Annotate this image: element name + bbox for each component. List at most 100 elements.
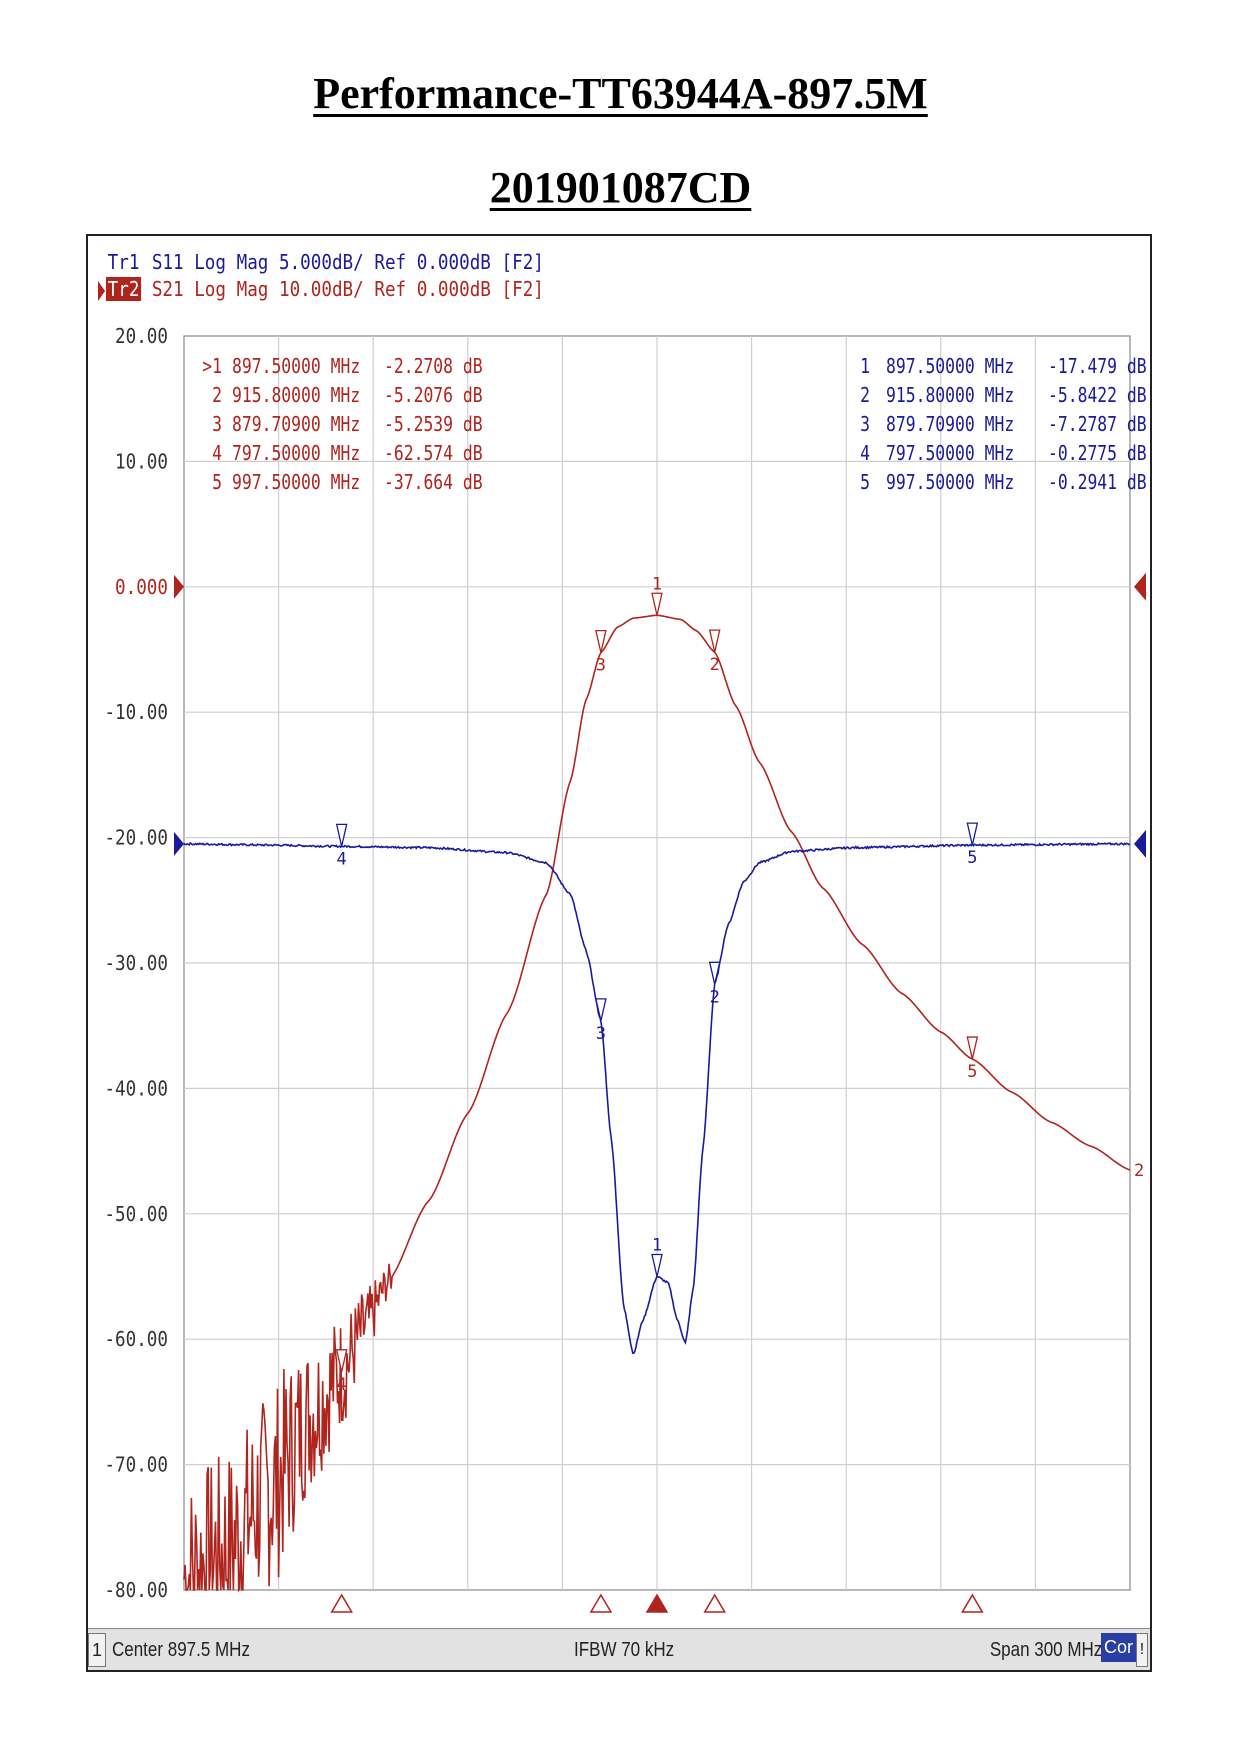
y-tick-label: -10.00 — [104, 702, 168, 724]
marker-cell: -0.2941 dB — [1048, 472, 1147, 495]
marker-s21-5 — [966, 1036, 979, 1060]
marker-row-s11-2: 2 915.80000 MHz -5.8422 dB — [860, 385, 1146, 408]
marker-cell: 4 — [860, 443, 870, 466]
marker-s11-1 — [651, 1253, 663, 1277]
trace2-setting: S21 Log Mag 10.00dB/ Ref 0.000dB [F2] — [151, 277, 544, 301]
marker-cell: 797.50000 MHz — [886, 443, 1014, 466]
marker-cell: 2 — [212, 385, 222, 408]
marker-s11-3 — [595, 998, 607, 1021]
marker-cell: 915.80000 MHz — [886, 385, 1014, 408]
chart-plot: 20.00 10.00 0.000 -10.00 -20.00 -30.00 -40.00 -… — [104, 326, 1147, 1613]
marker-label: 4 — [337, 1375, 347, 1395]
marker-cell: 1 — [860, 356, 870, 379]
warning-indicator[interactable]: ! — [1136, 1633, 1148, 1667]
ifbw-setting[interactable]: IFBW 70 kHz — [574, 1639, 675, 1661]
marker-label: 2 — [710, 655, 720, 675]
marker-row-s21-1: >1 897.50000 MHz -2.2708 dB — [202, 356, 482, 379]
stimulus-marker-1 — [645, 1593, 669, 1613]
document-title: Performance-TT63944A-897.5M — [0, 68, 1241, 119]
marker-cell: 5 — [212, 472, 222, 495]
marker-label: 3 — [596, 1024, 606, 1044]
y-tick-label: -40.00 — [104, 1078, 168, 1100]
marker-cell: 897.50000 MHz — [232, 356, 360, 379]
marker-label: 1 — [652, 1236, 662, 1256]
document-subtitle-text: 201901087CD — [489, 163, 752, 212]
marker-cell: 897.50000 MHz — [886, 356, 1014, 379]
marker-cell: 3 — [860, 414, 870, 437]
marker-cell: 5 — [860, 472, 870, 495]
marker-cell: 797.50000 MHz — [232, 443, 360, 466]
stimulus-marker-4 — [330, 1593, 353, 1613]
document-subtitle: 201901087CD — [0, 162, 1241, 213]
marker-s21-4 — [335, 1349, 348, 1372]
marker-cell: 4 — [212, 443, 222, 466]
marker-cell: 997.50000 MHz — [232, 472, 360, 495]
marker-row-s21-2: 2 915.80000 MHz -5.2076 dB — [212, 385, 482, 408]
y-tick-labels: 20.00 10.00 0.000 -10.00 -20.00 -30.00 -40.00 -… — [104, 326, 168, 1602]
document-title-text: Performance-TT63944A-897.5M — [313, 69, 928, 118]
active-trace-arrow-icon — [98, 280, 106, 301]
marker-cell: 879.70900 MHz — [232, 414, 360, 437]
stimulus-marker-2 — [703, 1593, 727, 1613]
y-tick-label: 10.00 — [115, 451, 168, 473]
marker-cell: -37.664 dB — [384, 472, 483, 495]
marker-row-s21-5: 5 997.50000 MHz -37.664 dB — [212, 472, 482, 495]
stimulus-marker-triangles — [330, 1593, 984, 1613]
y-tick-label: -60.00 — [104, 1329, 168, 1351]
marker-s11-2 — [708, 961, 721, 985]
s21-ref-right-icon — [1134, 572, 1146, 601]
marker-row-s11-1: 1 897.50000 MHz -17.479 dB — [860, 356, 1146, 379]
marker-row-s11-4: 4 797.50000 MHz -0.2775 dB — [860, 443, 1146, 466]
y-tick-label: -50.00 — [104, 1204, 168, 1226]
trace2-header[interactable]: Tr2 S21 Log Mag 10.00dB/ Ref 0.000dB [F2… — [98, 277, 544, 301]
trace2-badge[interactable]: Tr2 — [105, 277, 142, 301]
marker-s21-3 — [595, 629, 607, 653]
status-bar: 1 Center 897.5 MHz IFBW 70 kHz Span 300 … — [88, 1628, 1150, 1670]
stimulus-marker-3 — [589, 1593, 613, 1613]
y-tick-label: -30.00 — [104, 953, 168, 975]
marker-s11-5 — [966, 822, 979, 846]
s11-ref-left-icon — [174, 831, 184, 856]
analyzer-screen: 20.00 10.00 0.000 -10.00 -20.00 -30.00 -40.00 -… — [86, 234, 1152, 1672]
y-tick-label: -70.00 — [104, 1455, 168, 1477]
s21-ref-left-icon — [174, 574, 184, 599]
marker-cell: 2 — [860, 385, 870, 408]
marker-cell: 3 — [212, 414, 222, 437]
marker-label: 3 — [596, 656, 606, 676]
marker-row-s11-3: 3 879.70900 MHz -7.2787 dB — [860, 414, 1146, 437]
y-tick-label: -20.00 — [104, 828, 168, 850]
trace1-setting: S11 Log Mag 5.000dB/ Ref 0.000dB [F2] — [151, 250, 544, 274]
marker-cell: -62.574 dB — [384, 443, 483, 466]
marker-cell: -17.479 dB — [1048, 356, 1147, 379]
marker-row-s21-3: 3 879.70900 MHz -5.2539 dB — [212, 414, 482, 437]
marker-tables: >1 897.50000 MHz -2.2708 dB 2 915.80000 MHz -… — [202, 356, 1146, 495]
stimulus-marker-5 — [961, 1593, 984, 1613]
reference-indicators — [174, 572, 1146, 858]
marker-triangles: 1 2 3 4 5 1 2 3 4 5 2 — [335, 574, 1144, 1395]
trace1-badge[interactable]: Tr1 — [107, 250, 140, 274]
y-tick-label: -80.00 — [104, 1580, 168, 1602]
span-setting[interactable]: Span 300 MHz — [989, 1639, 1102, 1661]
s11-ref-right-icon — [1134, 829, 1146, 858]
marker-cell: 997.50000 MHz — [886, 472, 1014, 495]
marker-cell: -0.2775 dB — [1048, 443, 1147, 466]
trace1-header[interactable]: Tr1 S11 Log Mag 5.000dB/ Ref 0.000dB [F2… — [98, 250, 544, 274]
y-tick-label: 0.000 — [115, 577, 168, 599]
marker-row-s11-5: 5 997.50000 MHz -0.2941 dB — [860, 472, 1146, 495]
marker-label: 5 — [967, 1062, 977, 1082]
correction-badge[interactable]: Cor — [1100, 1633, 1136, 1662]
trace-end-label: 2 — [1134, 1161, 1144, 1181]
marker-cell: 879.70900 MHz — [886, 414, 1014, 437]
marker-cell: -7.2787 dB — [1048, 414, 1147, 437]
marker-label: 4 — [337, 849, 347, 869]
grid — [183, 335, 1131, 1591]
channel-indicator[interactable]: 1 — [88, 1633, 106, 1667]
marker-label: 5 — [967, 848, 977, 868]
marker-s21-2 — [708, 629, 721, 653]
marker-row-s21-4: 4 797.50000 MHz -62.574 dB — [212, 443, 482, 466]
marker-cell: 915.80000 MHz — [232, 385, 360, 408]
marker-cell: >1 — [202, 356, 222, 379]
marker-s11-4 — [335, 823, 348, 847]
marker-label: 2 — [710, 987, 720, 1007]
center-frequency[interactable]: Center 897.5 MHz — [112, 1639, 250, 1661]
